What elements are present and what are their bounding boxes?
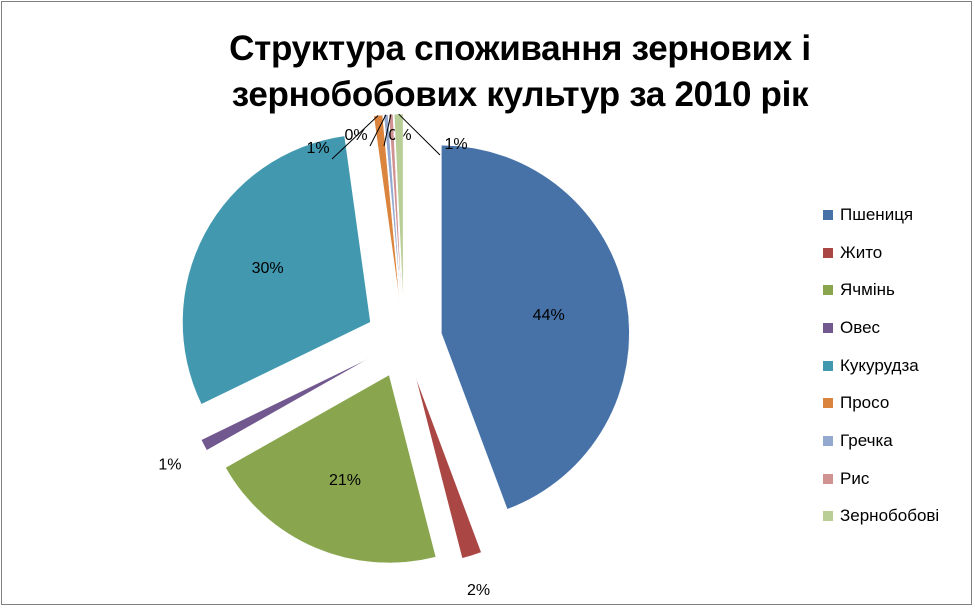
legend-label: Гречка — [840, 430, 893, 450]
data-label-1: 44% — [533, 307, 565, 324]
pie-slice-3 — [225, 374, 437, 564]
chart-title: Структура споживання зернових і зернобоб… — [150, 26, 890, 118]
legend-swatch — [823, 435, 833, 446]
data-label-3: 21% — [329, 472, 361, 489]
legend-swatch — [823, 360, 833, 371]
legend-label: Кукурудза — [840, 355, 919, 375]
legend-label: Ячмінь — [840, 280, 895, 300]
legend-item-pshenytsia: Пшениця — [823, 196, 973, 234]
data-label-6: 1% — [306, 140, 329, 157]
legend-label: Просо — [840, 393, 890, 413]
legend-item-zhyto: Жито — [823, 234, 973, 272]
leader-line-8 — [383, 114, 392, 147]
pie-slice-2 — [415, 376, 482, 559]
data-label-5: 30% — [252, 260, 284, 277]
data-label-4: 1% — [158, 457, 181, 474]
legend-swatch — [823, 473, 833, 484]
legend-label: Овес — [840, 317, 881, 337]
legend-swatch — [823, 209, 833, 220]
legend-swatch — [823, 511, 833, 522]
data-label-2: 2% — [467, 582, 490, 599]
legend-item-zernobobovi: Зернобобові — [823, 498, 973, 536]
legend-item-rys: Рис — [823, 460, 973, 498]
legend: Пшениця Жито Ячмінь Овес Кукурудза Просо… — [823, 196, 973, 535]
pie-slice-5 — [182, 135, 371, 405]
legend-swatch — [823, 322, 833, 333]
pie-slice-4 — [200, 357, 371, 451]
legend-swatch — [823, 398, 833, 409]
pie-slice-1 — [441, 144, 630, 510]
pie-slice-6 — [373, 114, 400, 303]
legend-item-proso: Просо — [823, 384, 973, 422]
leader-line-9 — [398, 113, 441, 156]
chart-title-line-1: Структура споживання зернових і — [229, 29, 811, 68]
data-label-9: 1% — [444, 136, 467, 153]
legend-item-oves: Овес — [823, 309, 973, 347]
chart-title-line-2: зернобобових культур за 2010 рік — [231, 75, 809, 114]
legend-label: Зернобобові — [840, 506, 940, 526]
legend-item-yachmin: Ячмінь — [823, 271, 973, 309]
leader-line-7 — [369, 114, 387, 147]
data-label-7: 0% — [344, 127, 367, 144]
legend-swatch — [823, 247, 833, 258]
legend-swatch — [823, 285, 833, 296]
legend-item-hrechka: Гречка — [823, 422, 973, 460]
legend-item-kukurudza: Кукурудза — [823, 347, 973, 385]
leader-line-6 — [331, 115, 379, 160]
legend-label: Жито — [840, 242, 883, 262]
legend-label: Рис — [840, 468, 870, 488]
legend-label: Пшениця — [840, 204, 914, 224]
